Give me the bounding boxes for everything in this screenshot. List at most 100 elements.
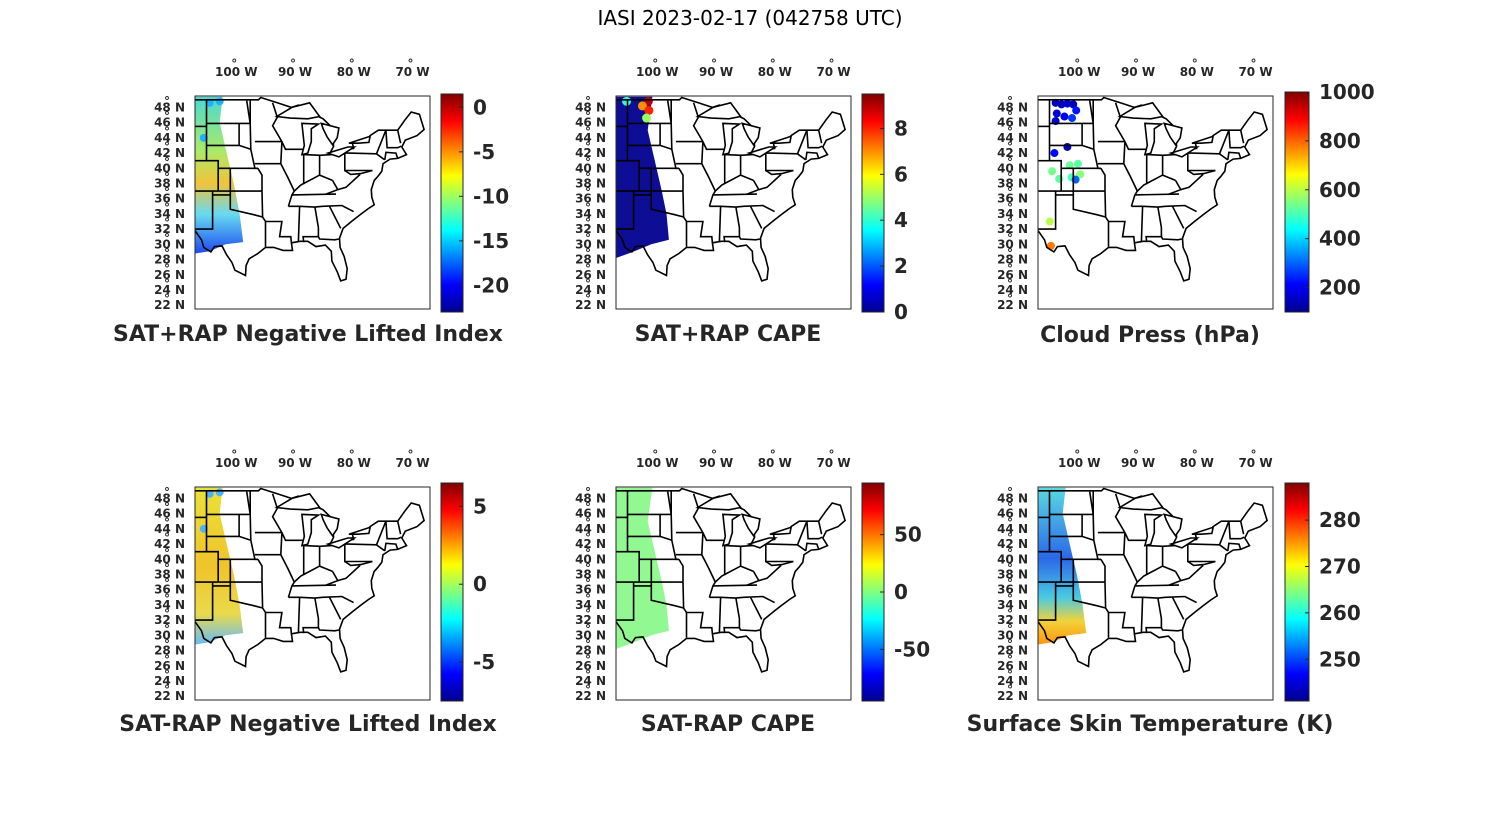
great-lake bbox=[769, 135, 793, 145]
state-boundary bbox=[718, 206, 722, 242]
great-lake bbox=[1117, 492, 1164, 511]
degree-mark: ° bbox=[1007, 607, 1013, 621]
panel-title: SAT-RAP Negative Lifted Index bbox=[119, 712, 496, 737]
state-boundary bbox=[1131, 595, 1197, 604]
degree-mark: ° bbox=[585, 668, 591, 682]
colorbar-tick-label: 400 bbox=[1319, 227, 1361, 251]
degree-mark: ° bbox=[585, 292, 591, 306]
lat-tick-label: 40 N bbox=[154, 161, 185, 175]
degree-mark: ° bbox=[164, 262, 170, 276]
lat-tick-label: 32 N bbox=[997, 222, 1028, 236]
state-boundary bbox=[206, 550, 220, 583]
state-boundary bbox=[796, 520, 808, 546]
map-clip-group bbox=[1038, 96, 1269, 282]
lon-tick-label: 100 W bbox=[1058, 456, 1100, 470]
data-point bbox=[1076, 170, 1085, 179]
lat-tick-label: 32 N bbox=[154, 613, 185, 627]
state-boundary bbox=[765, 543, 807, 552]
state-boundary bbox=[385, 521, 402, 540]
state-boundary bbox=[1160, 236, 1183, 241]
state-boundary bbox=[1123, 532, 1126, 555]
state-boundary bbox=[257, 167, 263, 192]
data-point bbox=[1069, 100, 1078, 109]
data-point bbox=[1060, 112, 1069, 121]
lat-tick-label: 36 N bbox=[575, 583, 606, 597]
state-boundary bbox=[265, 220, 293, 243]
state-boundary bbox=[709, 595, 775, 604]
state-boundary bbox=[245, 491, 251, 515]
degree-mark: ° bbox=[164, 653, 170, 667]
state-boundary bbox=[712, 584, 758, 587]
state-boundary bbox=[1114, 493, 1126, 534]
state-boundary bbox=[1187, 152, 1229, 161]
state-boundary bbox=[1108, 611, 1136, 634]
colorbar-tick-label: 4 bbox=[894, 208, 908, 232]
data-point bbox=[1065, 161, 1074, 170]
lat-tick-label: 26 N bbox=[575, 268, 606, 282]
state-boundary bbox=[702, 532, 725, 542]
map-panel-3: 48 N°46 N°44 N°42 N°40 N°38 N°36 N°34 N°… bbox=[997, 57, 1375, 348]
state-boundary bbox=[702, 141, 725, 151]
state-boundary bbox=[1227, 151, 1242, 161]
degree-mark: ° bbox=[585, 501, 591, 515]
great-lake bbox=[1191, 526, 1215, 536]
state-boundary bbox=[261, 582, 267, 638]
lat-tick-label: 30 N bbox=[997, 628, 1028, 642]
lat-tick-label: 42 N bbox=[997, 146, 1028, 160]
state-boundary bbox=[337, 173, 361, 191]
degree-mark: ° bbox=[1007, 577, 1013, 591]
colorbar-tick-label: -5 bbox=[473, 140, 495, 164]
lon-tick-label: 80 W bbox=[337, 65, 371, 79]
degree-mark: ° bbox=[1007, 561, 1013, 575]
state-boundary bbox=[384, 542, 399, 552]
data-point bbox=[644, 105, 654, 115]
degree-mark: ° bbox=[231, 448, 237, 462]
map-area bbox=[615, 486, 852, 701]
degree-mark: ° bbox=[585, 485, 591, 499]
degree-mark: ° bbox=[1007, 622, 1013, 636]
degree-mark: ° bbox=[164, 277, 170, 291]
lat-tick-label: 46 N bbox=[154, 116, 185, 130]
state-boundary bbox=[724, 544, 742, 567]
lat-tick-label: 38 N bbox=[575, 176, 606, 190]
state-boundary bbox=[1038, 582, 1057, 621]
map-background bbox=[1038, 96, 1273, 309]
state-boundary bbox=[385, 130, 402, 149]
lat-tick-label: 24 N bbox=[154, 674, 185, 688]
lat-tick-label: 40 N bbox=[997, 552, 1028, 566]
lat-tick-label: 34 N bbox=[997, 598, 1028, 612]
lat-tick-label: 28 N bbox=[154, 644, 185, 658]
lat-tick-label: 22 N bbox=[154, 689, 185, 703]
great-lake bbox=[746, 537, 778, 549]
data-point bbox=[642, 113, 652, 123]
data-point bbox=[1048, 167, 1057, 176]
state-boundary bbox=[280, 141, 283, 164]
lat-tick-label: 28 N bbox=[997, 644, 1028, 658]
data-point bbox=[215, 97, 224, 106]
state-boundary bbox=[712, 193, 758, 196]
lon-tick-label: 70 W bbox=[395, 65, 429, 79]
map-frame bbox=[1037, 486, 1274, 701]
degree-mark: ° bbox=[1007, 516, 1013, 530]
state-boundary bbox=[281, 141, 304, 151]
great-lake bbox=[1163, 513, 1183, 538]
state-boundary bbox=[1239, 521, 1245, 535]
colorbar-tick-label: 6 bbox=[894, 162, 908, 186]
colorbar-tick-label: 0 bbox=[473, 572, 487, 596]
lat-tick-label: 22 N bbox=[997, 689, 1028, 703]
degree-mark: ° bbox=[1007, 125, 1013, 139]
state-boundary bbox=[1131, 204, 1197, 213]
data-point bbox=[1057, 100, 1066, 109]
data-point bbox=[205, 489, 214, 498]
great-lake bbox=[741, 513, 761, 538]
lat-tick-label: 42 N bbox=[575, 537, 606, 551]
lon-tick-label: 100 W bbox=[215, 65, 257, 79]
state-boundary bbox=[718, 597, 722, 633]
degree-mark: ° bbox=[1007, 247, 1013, 261]
lon-tick-label: 80 W bbox=[1180, 65, 1214, 79]
lat-tick-label: 36 N bbox=[154, 583, 185, 597]
degree-mark: ° bbox=[164, 140, 170, 154]
degree-mark: ° bbox=[1007, 683, 1013, 697]
degree-mark: ° bbox=[711, 448, 717, 462]
degree-mark: ° bbox=[585, 170, 591, 184]
